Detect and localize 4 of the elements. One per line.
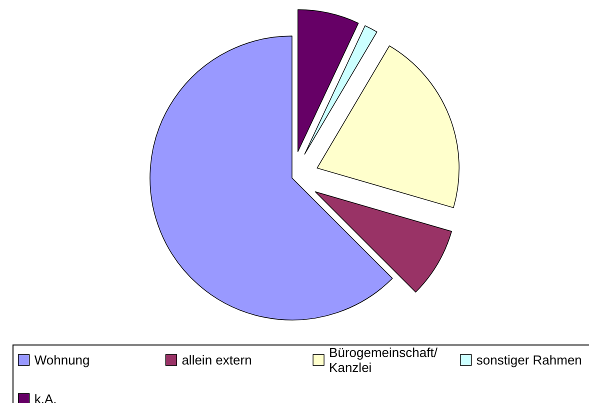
legend-label: sonstiger Rahmen [476,352,582,368]
legend-label: allein extern [182,352,252,368]
legend-label: Bürogemeinschaft/ Kanzlei [329,345,442,375]
legend-label: Wohnung [34,352,90,368]
